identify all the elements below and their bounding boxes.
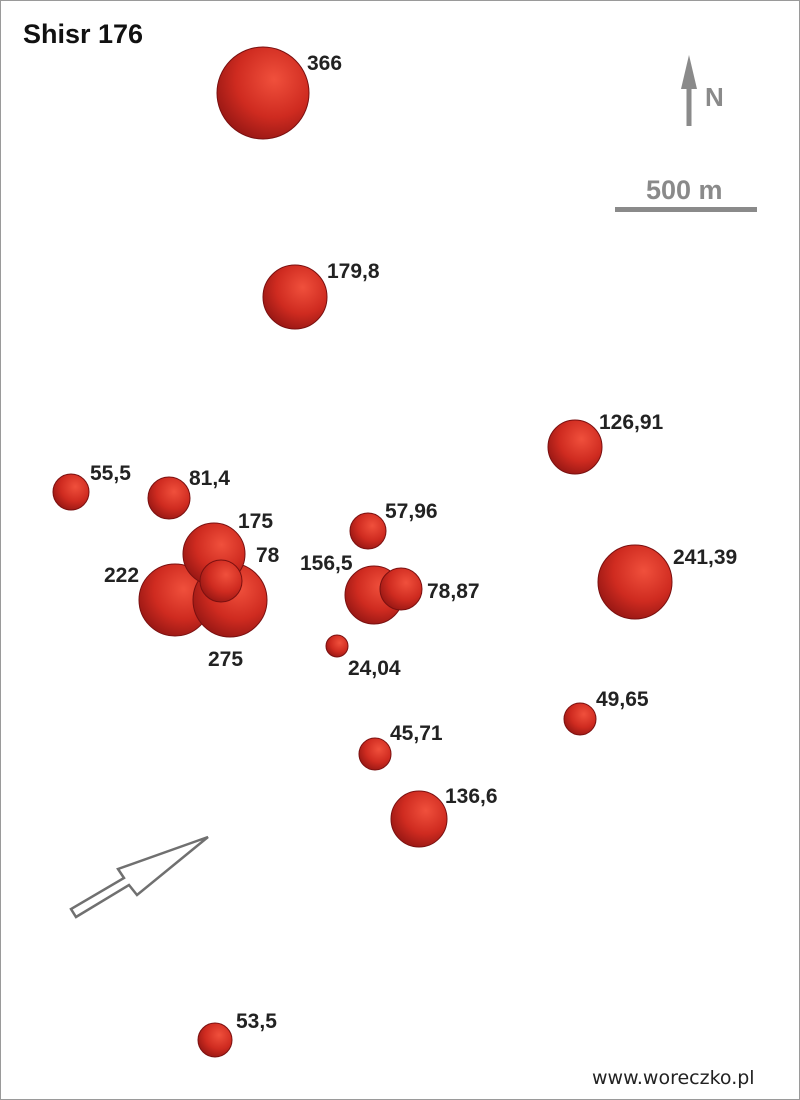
fragment-label: 24,04 xyxy=(348,657,401,680)
fragment-label: 179,8 xyxy=(327,260,380,283)
fragment-marker-78-87 xyxy=(379,567,423,611)
fragment-label: 366 xyxy=(307,52,342,75)
fragment-label: 241,39 xyxy=(673,546,737,569)
fragment-label: 53,5 xyxy=(236,1010,277,1033)
fragment-label: 222 xyxy=(104,564,139,587)
fragment-label: 45,71 xyxy=(390,722,443,745)
fragment-marker-179-8 xyxy=(262,264,328,330)
fragment-label: 275 xyxy=(208,648,243,671)
fragment-marker-81-4 xyxy=(147,476,191,520)
fragment-label: 81,4 xyxy=(189,467,230,490)
fragment-marker-78 xyxy=(199,559,243,603)
fragment-marker-49-65 xyxy=(563,702,597,736)
scale-label: 500 m xyxy=(646,175,723,205)
fragment-marker-45-71 xyxy=(358,737,392,771)
fragment-marker-241-39 xyxy=(597,544,673,620)
fragment-label: 78 xyxy=(256,544,280,567)
fragment-marker-126-91 xyxy=(547,419,603,475)
fragment-marker-366 xyxy=(216,46,310,140)
fragment-label: 55,5 xyxy=(90,462,131,485)
fragment-marker-24-04 xyxy=(325,634,349,658)
fragment-marker-55-5 xyxy=(52,473,90,511)
fragment-label: 78,87 xyxy=(427,580,480,603)
map-title: Shisr 176 xyxy=(23,19,143,49)
fragment-marker-57-96 xyxy=(349,512,387,550)
fragment-label: 136,6 xyxy=(445,785,498,808)
north-label: N xyxy=(705,82,724,112)
fall-direction-arrow-icon xyxy=(69,835,209,919)
fragment-label: 156,5 xyxy=(300,552,353,575)
fragment-labels: 366 179,8 126,91 55,5 81,4 57,96 241,39 … xyxy=(90,52,737,1033)
fragment-label: 175 xyxy=(238,510,273,533)
fragment-marker-136-6 xyxy=(390,790,448,848)
north-arrow-icon xyxy=(681,55,697,126)
fragment-layer xyxy=(52,46,673,1058)
scale-bar-icon xyxy=(615,207,757,212)
fragment-label: 49,65 xyxy=(596,688,649,711)
credit-text: www.woreczko.pl xyxy=(592,1067,755,1089)
fragment-label: 57,96 xyxy=(385,500,438,523)
fragment-label: 126,91 xyxy=(599,411,664,434)
fragment-marker-53-5 xyxy=(197,1022,233,1058)
